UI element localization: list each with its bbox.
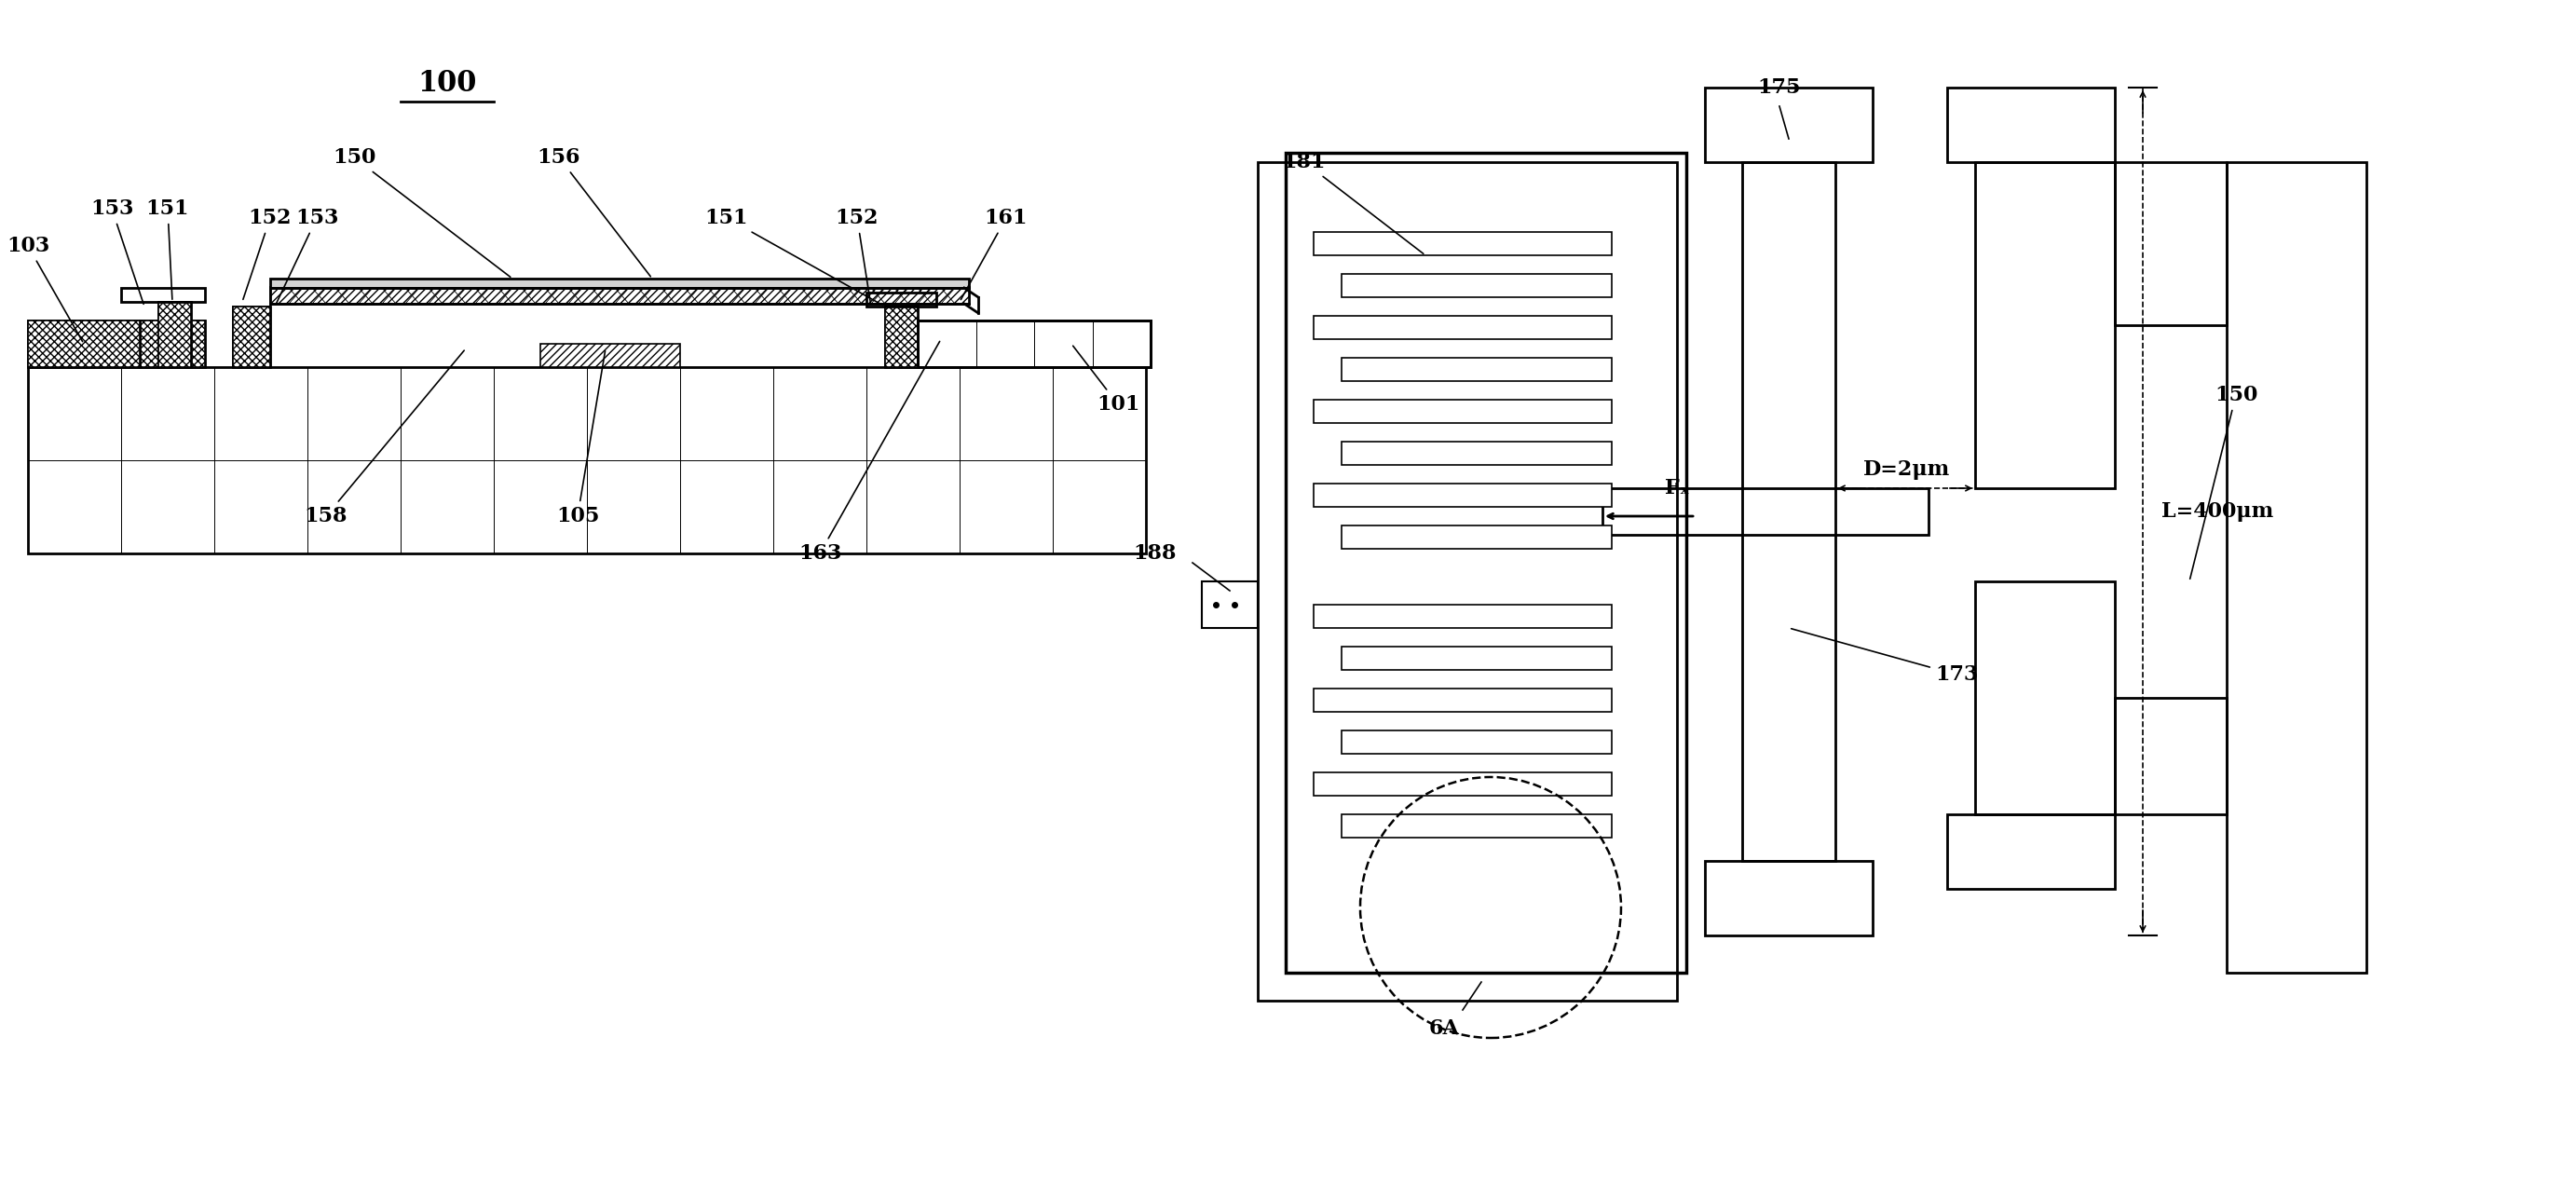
Text: 161: 161 bbox=[961, 208, 1028, 299]
Bar bbox=[1342, 442, 1613, 465]
Bar bbox=[1602, 488, 1929, 535]
Text: 188: 188 bbox=[1133, 544, 1177, 564]
Text: Fₓ: Fₓ bbox=[1664, 478, 1690, 499]
Text: 6A: 6A bbox=[1430, 1018, 1461, 1039]
Bar bbox=[1976, 582, 2115, 814]
Bar bbox=[1203, 582, 1257, 628]
Bar bbox=[541, 344, 680, 367]
Bar bbox=[270, 279, 969, 288]
Bar bbox=[1947, 814, 2115, 889]
Text: 156: 156 bbox=[538, 147, 652, 277]
Text: D=2μm: D=2μm bbox=[1862, 459, 1950, 480]
Text: 105: 105 bbox=[556, 351, 605, 526]
Bar bbox=[917, 320, 1151, 367]
Bar bbox=[139, 320, 206, 367]
Bar bbox=[1285, 153, 1687, 972]
Bar bbox=[1705, 88, 1873, 163]
Text: 153: 153 bbox=[276, 208, 337, 304]
Bar bbox=[1257, 163, 1677, 1001]
Bar bbox=[1314, 688, 1613, 712]
Text: 100: 100 bbox=[417, 69, 477, 97]
Bar bbox=[139, 320, 206, 367]
Bar bbox=[1314, 400, 1613, 423]
Bar bbox=[1314, 483, 1613, 507]
Bar bbox=[1705, 861, 1873, 935]
Text: 151: 151 bbox=[147, 198, 191, 299]
Bar bbox=[1314, 316, 1613, 339]
Bar bbox=[886, 306, 917, 367]
Bar bbox=[157, 301, 191, 367]
Bar bbox=[2226, 163, 2367, 972]
Bar bbox=[866, 292, 935, 306]
Bar bbox=[28, 320, 139, 367]
Text: 101: 101 bbox=[1074, 345, 1139, 414]
Text: 153: 153 bbox=[90, 198, 144, 304]
Text: 163: 163 bbox=[799, 342, 940, 564]
Bar bbox=[232, 306, 270, 367]
Bar bbox=[1342, 730, 1613, 754]
Bar bbox=[886, 306, 917, 367]
Bar bbox=[1342, 647, 1613, 669]
Bar bbox=[28, 320, 139, 367]
Text: 173: 173 bbox=[1790, 629, 1978, 685]
Bar bbox=[270, 287, 969, 304]
Bar bbox=[1314, 604, 1613, 628]
Bar bbox=[270, 287, 969, 304]
Bar bbox=[2115, 163, 2226, 325]
Bar bbox=[1342, 526, 1613, 548]
Bar bbox=[157, 301, 191, 367]
Bar bbox=[1342, 274, 1613, 297]
Text: 175: 175 bbox=[1757, 77, 1801, 97]
Text: 152: 152 bbox=[242, 208, 291, 299]
Text: 158: 158 bbox=[304, 350, 464, 526]
Text: 103: 103 bbox=[5, 236, 82, 342]
Bar bbox=[1342, 814, 1613, 838]
Bar bbox=[1976, 163, 2115, 488]
Bar bbox=[1314, 773, 1613, 795]
Text: 152: 152 bbox=[835, 208, 878, 304]
Bar bbox=[28, 367, 1146, 553]
Text: L=400μm: L=400μm bbox=[2161, 501, 2275, 522]
Bar bbox=[232, 306, 270, 367]
Text: 181: 181 bbox=[1283, 152, 1425, 254]
Text: 150: 150 bbox=[2190, 385, 2257, 579]
Bar bbox=[2115, 698, 2226, 814]
Bar bbox=[1947, 88, 2115, 163]
Bar bbox=[121, 288, 206, 301]
Text: 151: 151 bbox=[706, 208, 884, 305]
Bar bbox=[1342, 357, 1613, 381]
Bar bbox=[1741, 163, 1834, 861]
Bar bbox=[917, 320, 1151, 367]
Bar bbox=[1314, 231, 1613, 255]
Text: 150: 150 bbox=[332, 147, 510, 277]
